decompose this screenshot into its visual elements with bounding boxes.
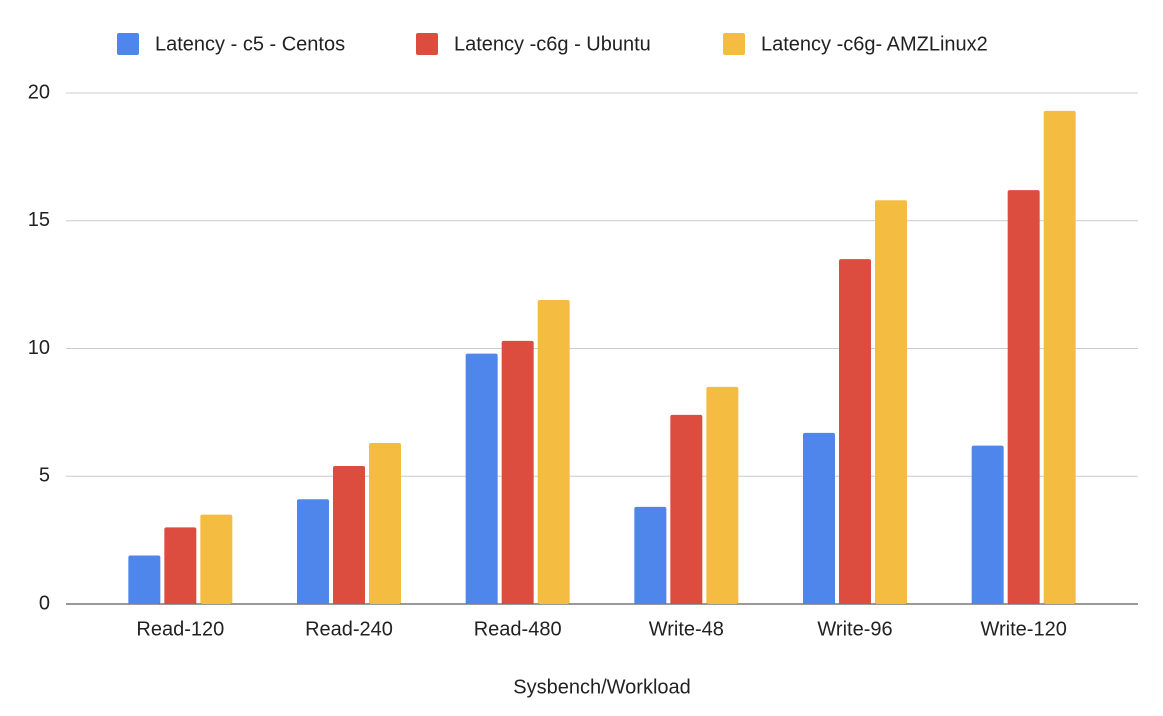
x-tick-label: Write-120 — [981, 618, 1067, 640]
y-tick-label: 0 — [39, 592, 50, 614]
x-tick-label: Write-48 — [649, 618, 724, 640]
bar — [839, 259, 871, 604]
x-axis-label: Sysbench/Workload — [513, 676, 691, 698]
legend-label: Latency -c6g- AMZLinux2 — [761, 33, 988, 55]
bar — [297, 499, 329, 604]
bar — [1007, 190, 1040, 604]
bar — [875, 200, 907, 604]
bar — [333, 466, 365, 604]
y-tick-label: 20 — [28, 81, 50, 103]
y-tick-label: 10 — [28, 337, 50, 359]
bar — [803, 432, 835, 604]
bar — [634, 506, 667, 604]
legend-label: Latency -c6g - Ubuntu — [454, 33, 651, 55]
bar — [971, 445, 1004, 604]
y-tick-label: 15 — [28, 209, 50, 231]
legend-swatch — [416, 33, 438, 55]
x-tick-label: Read-120 — [136, 618, 224, 640]
legend-swatch — [723, 33, 745, 55]
bar — [706, 386, 739, 604]
x-tick-label: Read-240 — [305, 618, 393, 640]
bar — [369, 443, 401, 604]
x-tick-label: Read-480 — [474, 618, 562, 640]
bar — [164, 527, 197, 604]
x-tick-label: Write-96 — [817, 618, 892, 640]
bar — [1043, 110, 1076, 604]
bar — [465, 353, 498, 604]
legend-label: Latency - c5 - Centos — [155, 33, 345, 55]
bar — [128, 555, 161, 604]
bar — [501, 340, 534, 604]
bar — [537, 299, 570, 604]
legend-swatch — [117, 33, 139, 55]
y-tick-label: 5 — [39, 465, 50, 487]
bar — [200, 514, 233, 604]
bar — [670, 414, 703, 604]
